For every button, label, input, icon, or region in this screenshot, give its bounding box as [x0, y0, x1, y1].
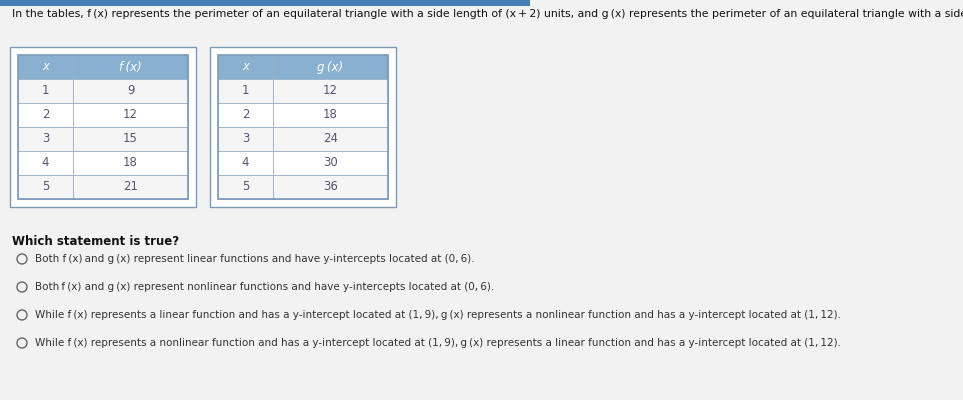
Text: x: x: [242, 60, 249, 74]
Text: 1: 1: [41, 84, 49, 98]
Text: In the tables, f (x) represents the perimeter of an equilateral triangle with a : In the tables, f (x) represents the peri…: [12, 9, 963, 19]
Text: 18: 18: [123, 156, 138, 170]
Bar: [210, 47, 396, 207]
Bar: [73, 79, 188, 103]
Bar: [273, 55, 388, 79]
Bar: [273, 127, 388, 151]
Text: 5: 5: [41, 180, 49, 194]
Bar: [18, 79, 73, 103]
Text: Which statement is true?: Which statement is true?: [12, 235, 179, 248]
Text: 21: 21: [123, 180, 138, 194]
Bar: [0, 0, 530, 6]
Bar: [73, 127, 188, 151]
Text: g (x): g (x): [318, 60, 344, 74]
Bar: [273, 175, 388, 199]
Bar: [10, 47, 196, 207]
Bar: [18, 103, 73, 127]
Bar: [218, 79, 273, 103]
Text: 15: 15: [123, 132, 138, 146]
Bar: [218, 103, 273, 127]
Text: While f (x) represents a nonlinear function and has a y-intercept located at (1,: While f (x) represents a nonlinear funct…: [35, 338, 841, 348]
Text: x: x: [42, 60, 49, 74]
Text: 18: 18: [323, 108, 338, 122]
Text: 36: 36: [323, 180, 338, 194]
Bar: [273, 103, 388, 127]
Text: 2: 2: [41, 108, 49, 122]
Text: 5: 5: [242, 180, 249, 194]
Bar: [218, 151, 273, 175]
Bar: [73, 55, 188, 79]
Bar: [18, 175, 73, 199]
Text: 12: 12: [123, 108, 138, 122]
Text: Both f (x) and g (x) represent nonlinear functions and have y-intercepts located: Both f (x) and g (x) represent nonlinear…: [35, 282, 494, 292]
Text: 3: 3: [41, 132, 49, 146]
Bar: [18, 151, 73, 175]
Bar: [73, 175, 188, 199]
Text: 24: 24: [323, 132, 338, 146]
Bar: [273, 151, 388, 175]
Text: 4: 4: [242, 156, 249, 170]
Bar: [218, 55, 273, 79]
Text: 12: 12: [323, 84, 338, 98]
Bar: [273, 79, 388, 103]
Bar: [73, 151, 188, 175]
Text: 30: 30: [324, 156, 338, 170]
Bar: [18, 127, 73, 151]
Text: 9: 9: [127, 84, 134, 98]
Text: While f (x) represents a linear function and has a y-intercept located at (1, 9): While f (x) represents a linear function…: [35, 310, 841, 320]
Text: Both f (x) and g (x) represent linear functions and have y-intercepts located at: Both f (x) and g (x) represent linear fu…: [35, 254, 475, 264]
Text: f (x): f (x): [119, 60, 142, 74]
Bar: [218, 175, 273, 199]
Text: 1: 1: [242, 84, 249, 98]
Bar: [218, 55, 388, 199]
Bar: [73, 103, 188, 127]
Text: 2: 2: [242, 108, 249, 122]
Text: 4: 4: [41, 156, 49, 170]
Text: 3: 3: [242, 132, 249, 146]
Bar: [18, 55, 188, 199]
Bar: [218, 127, 273, 151]
Bar: [18, 55, 73, 79]
